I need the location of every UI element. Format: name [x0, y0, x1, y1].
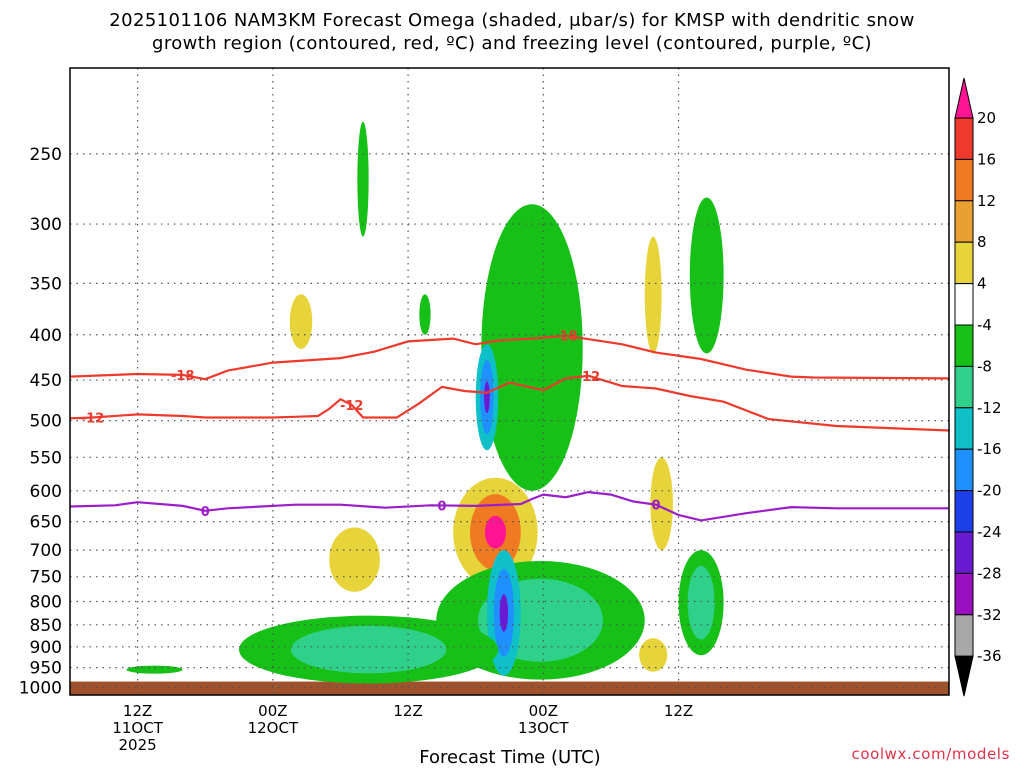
colorbar-top-arrow: [954, 77, 974, 119]
y-tick-label-450: 450: [30, 371, 62, 391]
omega-region-2: [289, 294, 313, 349]
colorbar-label-1: 16: [977, 150, 996, 168]
omega-region-0: [357, 121, 369, 237]
x-tick-label-48-1: 13OCT: [518, 719, 569, 737]
y-tick-label-600: 600: [30, 482, 62, 502]
y-tick-label-750: 750: [30, 568, 62, 588]
contour-0: [69, 334, 950, 381]
colorbar-bin-2: [954, 158, 974, 202]
colorbar-bin-8: [954, 407, 974, 450]
colorbar-label-4: 4: [977, 275, 987, 293]
omega-region-13: [644, 236, 662, 354]
colorbar-bin-5: [954, 283, 974, 326]
omega-region-9-inner: [290, 625, 447, 674]
y-tick-label-950: 950: [30, 659, 62, 679]
colorbar-label-8: -16: [977, 440, 1002, 458]
colorbar-bin-10: [954, 490, 974, 533]
colorbar-bin-6: [954, 324, 974, 367]
y-tick-label-250: 250: [30, 145, 62, 165]
contour-2: [69, 490, 949, 522]
colorbar-bin-1: [954, 117, 974, 160]
colorbar-label-12: -32: [977, 606, 1002, 624]
y-tick-label-800: 800: [30, 593, 62, 613]
omega-region-15: [126, 665, 183, 674]
x-tick-label-12-0: 12Z: [123, 702, 152, 720]
colorbar-bin-13: [954, 614, 974, 657]
contour-1-label-2: -12: [577, 370, 601, 385]
omega-region-5-core: [484, 515, 506, 549]
ground-fill: [70, 681, 949, 695]
colorbar-label-3: 8: [977, 233, 987, 251]
contour-0-label-0: -18: [171, 369, 195, 384]
contour-2-label-1: 0: [437, 499, 446, 514]
x-tick-label-36-0: 12Z: [393, 702, 422, 720]
axes: 2503003504004505005506006507007508008509…: [19, 67, 950, 754]
x-tick-label-60-0: 12Z: [664, 702, 693, 720]
site-credit: coolwx.com/models: [851, 745, 1010, 763]
y-tick-label-350: 350: [30, 274, 62, 294]
colorbar-label-5: -4: [977, 316, 992, 334]
y-tick-label-650: 650: [30, 513, 62, 533]
omega-region-12: [689, 197, 724, 354]
y-tick-label-500: 500: [30, 412, 62, 432]
colorbar-label-9: -20: [977, 482, 1002, 500]
y-tick-label-1000: 1000: [19, 678, 62, 698]
x-tick-label-24-1: 12OCT: [248, 719, 299, 737]
y-tick-label-300: 300: [30, 215, 62, 235]
colorbar-bottom-arrow: [954, 655, 974, 697]
colorbar-bin-12: [954, 572, 974, 616]
colorbar: 20 16 12 8 4 -4 -8 -12 -16 -20 -24 -28 -32 -36: [954, 77, 1002, 697]
x-tick-label-24-0: 00Z: [258, 702, 287, 720]
y-tick-label-900: 900: [30, 638, 62, 658]
contour-2-label-0: 0: [201, 505, 210, 520]
omega-region-4-core: [484, 381, 490, 414]
colorbar-bin-4: [954, 241, 974, 285]
plot-area: -18 -18 -12 -12 -12 0 0 0: [69, 68, 950, 695]
x-tick-label-12-2: 2025: [119, 736, 157, 754]
y-tick-label-400: 400: [30, 326, 62, 346]
contour-2-label-2: 0: [651, 499, 660, 514]
colorbar-label-2: 12: [977, 192, 996, 210]
chart-title-line-2: growth region (contoured, red, ºC) and f…: [152, 33, 872, 54]
omega-region-1: [419, 294, 431, 335]
x-tick-label-12-1: 11OCT: [112, 719, 163, 737]
colorbar-label-6: -8: [977, 357, 992, 375]
contour-1-label-1: -12: [340, 399, 364, 414]
plot-frame: [69, 67, 950, 696]
contour-1: [69, 374, 950, 432]
colorbar-label-11: -28: [977, 564, 1002, 582]
chart-title-line-1: 2025101106 NAM3KM Forecast Omega (shaded…: [109, 10, 915, 31]
omega-region-6: [329, 527, 380, 592]
colorbar-label-0: 20: [977, 109, 996, 127]
contour-0-label-1: -18: [554, 330, 578, 345]
omega-region-8-core: [499, 594, 509, 632]
contour-1-label-0: -12: [81, 412, 105, 427]
colorbar-label-13: -36: [977, 647, 1002, 665]
y-tick-label-550: 550: [30, 448, 62, 468]
colorbar-bin-9: [954, 448, 974, 492]
colorbar-bin-3: [954, 200, 974, 243]
x-axis-title: Forecast Time (UTC): [419, 747, 601, 768]
omega-region-3: [481, 204, 583, 491]
colorbar-bin-7: [954, 365, 974, 409]
y-tick-label-850: 850: [30, 616, 62, 636]
colorbar-label-10: -24: [977, 523, 1002, 541]
colorbar-label-7: -12: [977, 399, 1002, 417]
omega-region-14: [639, 638, 668, 672]
y-tick-label-700: 700: [30, 541, 62, 561]
omega-region-10: [650, 457, 673, 551]
omega-region-11-inner: [687, 565, 715, 640]
x-tick-label-48-0: 00Z: [529, 702, 558, 720]
colorbar-bin-11: [954, 531, 974, 574]
